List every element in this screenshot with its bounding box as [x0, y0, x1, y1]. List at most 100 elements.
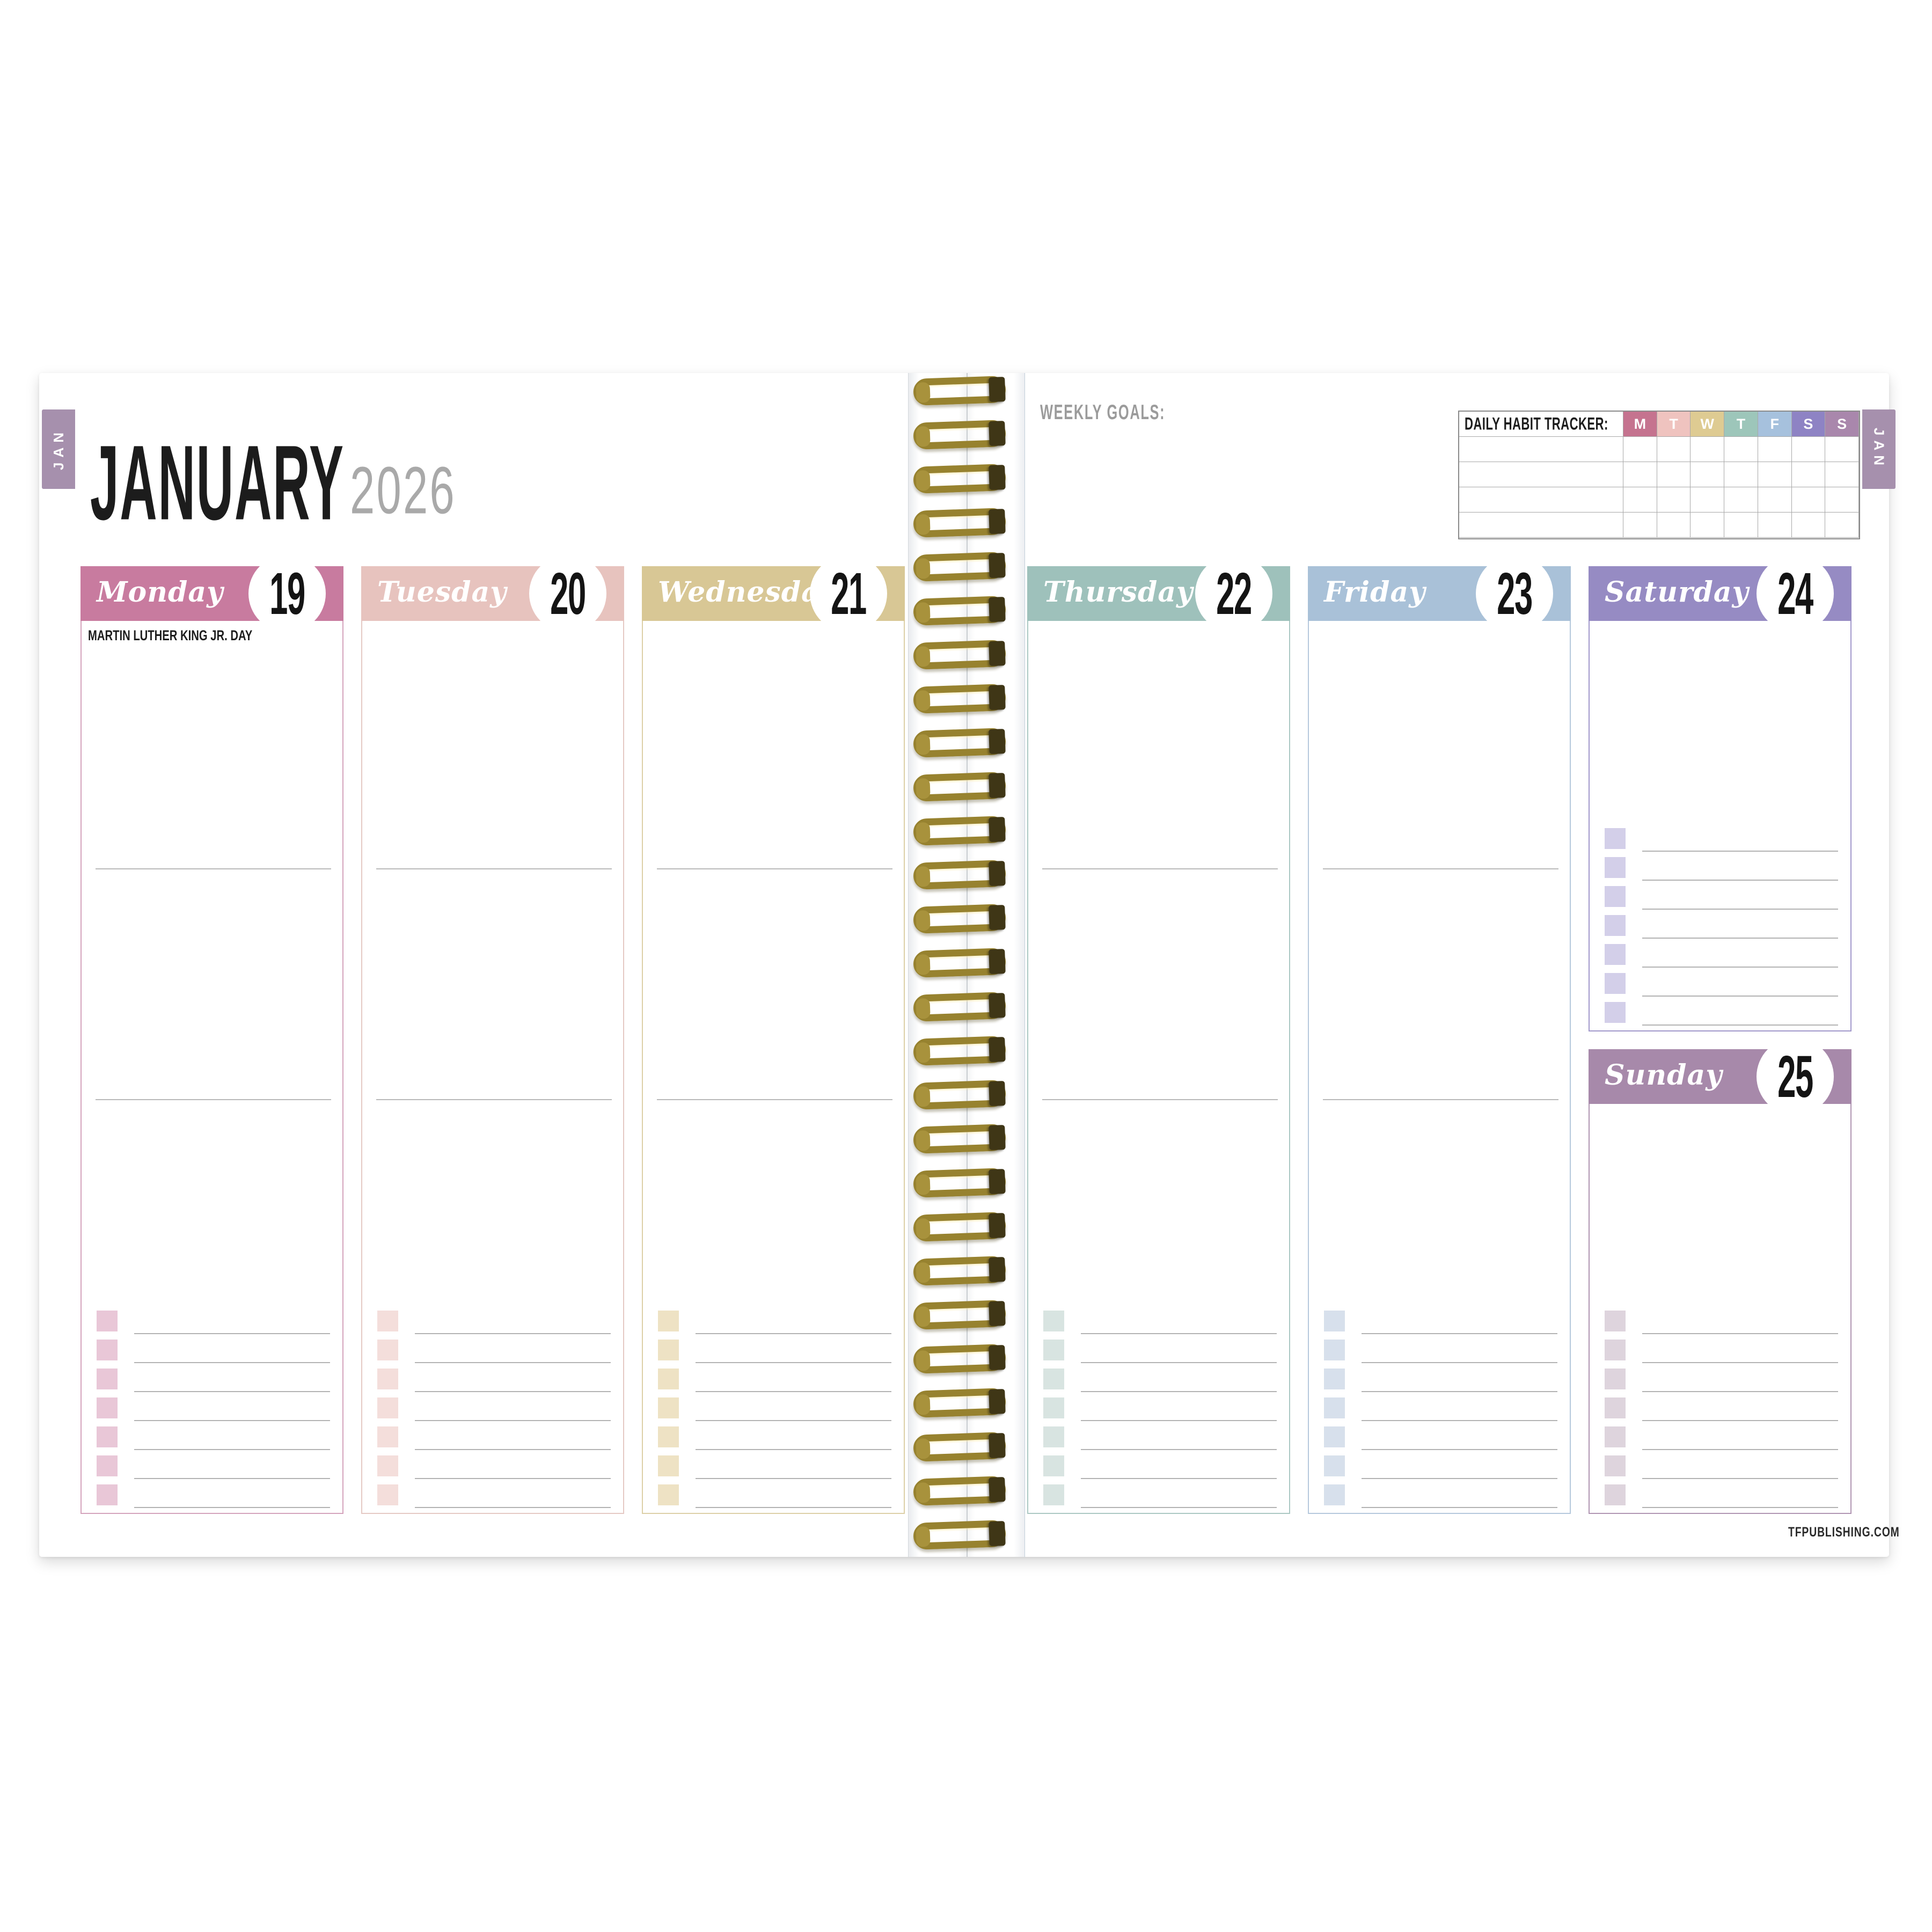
checkbox — [658, 1426, 679, 1447]
day-number: 20 — [550, 560, 586, 627]
checklist-row — [96, 1307, 331, 1336]
checklist-row — [96, 1394, 331, 1423]
write-in-line — [696, 1362, 891, 1363]
sunday-notes-area — [1589, 1104, 1851, 1514]
saturday-notes-area — [1589, 621, 1851, 1031]
write-in-line — [1642, 1024, 1838, 1026]
monday-notes-area: MARTIN LUTHER KING JR. DAY — [80, 621, 343, 1514]
checkbox — [1605, 1368, 1626, 1389]
checkbox — [377, 1426, 398, 1447]
saturday-header-banner: Saturday 24 — [1589, 555, 1851, 632]
write-in-line — [1362, 1449, 1557, 1450]
checklist-row — [657, 1365, 892, 1394]
write-in-line — [134, 1420, 330, 1421]
checkbox — [1605, 857, 1626, 878]
checkbox — [1324, 1368, 1345, 1389]
checkbox — [658, 1368, 679, 1389]
habit-check-cell — [1825, 462, 1859, 487]
binding-coil — [913, 420, 1006, 450]
checklist-row — [1323, 1307, 1558, 1336]
day-name-label: Thursday — [1043, 576, 1194, 609]
binding-coil — [913, 552, 1006, 582]
checkbox — [377, 1484, 398, 1505]
write-in-line — [1081, 1478, 1277, 1479]
habit-name-cell — [1459, 437, 1623, 462]
day-number-circle: 23 — [1476, 555, 1553, 632]
sunday-checklist — [1604, 1307, 1839, 1510]
day-name-label: Tuesday — [377, 576, 507, 609]
write-in-line — [1642, 1507, 1838, 1508]
thursday-column: Thursday 22 — [1027, 555, 1290, 1514]
checklist-row — [96, 1336, 331, 1365]
checklist-row — [376, 1423, 612, 1452]
daily-habit-tracker-table: DAILY HABIT TRACKER: M T W T F S S — [1458, 411, 1860, 539]
habit-check-cell — [1791, 513, 1826, 538]
checklist-row — [1604, 1307, 1839, 1336]
write-in-line — [1642, 1362, 1838, 1363]
binding-coil — [913, 596, 1006, 626]
checkbox — [658, 1455, 679, 1476]
thursday-checklist — [1042, 1307, 1278, 1510]
section-divider — [1323, 868, 1558, 869]
checkbox — [1605, 886, 1626, 907]
month-tab-right-label: JAN — [1871, 428, 1887, 471]
checklist-row — [1604, 998, 1839, 1027]
habit-check-cell — [1623, 462, 1657, 487]
checklist-row — [1604, 1452, 1839, 1481]
habit-check-cell — [1724, 437, 1758, 462]
binding-coil — [913, 1036, 1006, 1066]
monday-checklist — [96, 1307, 331, 1510]
checklist-row — [657, 1423, 892, 1452]
checkbox — [97, 1368, 118, 1389]
checklist-row — [657, 1481, 892, 1510]
checklist-row — [376, 1336, 612, 1365]
binding-coil — [913, 1256, 1006, 1286]
habit-check-cell — [1758, 437, 1792, 462]
checkbox — [1605, 915, 1626, 936]
binding-coil — [913, 948, 1006, 978]
binding-coil — [913, 1388, 1006, 1418]
habit-name-cell — [1459, 513, 1623, 538]
habit-check-cell — [1758, 462, 1792, 487]
write-in-line — [134, 1333, 330, 1334]
habit-tracker-day-header: F — [1758, 412, 1792, 437]
checkbox — [377, 1368, 398, 1389]
habit-tracker-day-header: W — [1690, 412, 1725, 437]
checklist-row — [657, 1307, 892, 1336]
binding-coil — [913, 904, 1006, 934]
checkbox — [658, 1397, 679, 1418]
checklist-row — [1042, 1452, 1278, 1481]
checklist-row — [376, 1394, 612, 1423]
section-divider — [657, 1099, 892, 1100]
write-in-line — [415, 1362, 611, 1363]
write-in-line — [696, 1478, 891, 1479]
write-in-line — [1642, 1333, 1838, 1334]
checkbox — [97, 1397, 118, 1418]
habit-check-cell — [1623, 437, 1657, 462]
habit-check-cell — [1791, 487, 1826, 513]
checkbox — [97, 1484, 118, 1505]
checklist-row — [1323, 1336, 1558, 1365]
write-in-line — [1081, 1420, 1277, 1421]
binding-coil — [913, 728, 1006, 758]
write-in-line — [1081, 1507, 1277, 1508]
write-in-line — [1642, 938, 1838, 939]
binding-coil — [913, 1344, 1006, 1374]
checkbox — [1605, 828, 1626, 849]
wednesday-notes-area — [642, 621, 905, 1514]
day-number-circle: 22 — [1195, 555, 1272, 632]
checklist-row — [376, 1481, 612, 1510]
tuesday-checklist — [376, 1307, 612, 1510]
habit-tracker-day-header: T — [1657, 412, 1691, 437]
write-in-line — [1362, 1420, 1557, 1421]
saturday-column: Saturday 24 — [1589, 555, 1851, 1031]
write-in-line — [134, 1362, 330, 1363]
checkbox — [1324, 1340, 1345, 1360]
checklist-row — [376, 1307, 612, 1336]
binding-coil — [913, 816, 1006, 846]
checkbox — [1043, 1484, 1064, 1505]
checklist-row — [1604, 1336, 1839, 1365]
checkbox — [377, 1340, 398, 1360]
checkbox — [1324, 1484, 1345, 1505]
section-divider — [96, 1099, 331, 1100]
